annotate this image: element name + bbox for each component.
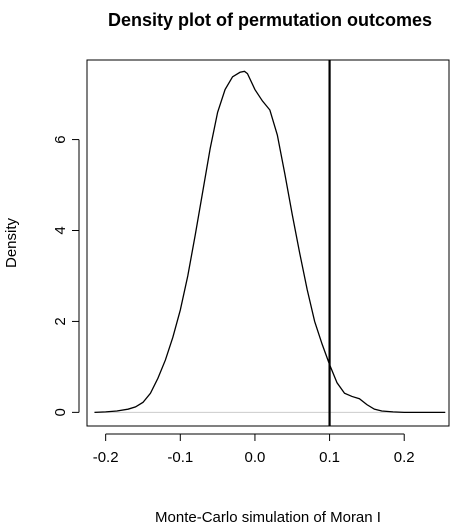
density-curve <box>94 70 446 414</box>
y-tick-label: 6 <box>52 135 69 143</box>
y-tick-label: 2 <box>52 317 69 325</box>
x-tick-label: 0.1 <box>319 449 340 466</box>
x-tick-label: -0.1 <box>167 449 193 466</box>
y-tick-label: 0 <box>52 408 69 416</box>
x-tick-label: 0.0 <box>245 449 266 466</box>
x-tick-label: 0.2 <box>394 449 415 466</box>
chart-title: Density plot of permutation outcomes <box>108 10 432 30</box>
y-axis-label: Density <box>3 217 20 268</box>
y-axis: 0 2 4 6 <box>52 135 80 417</box>
x-axis-label: Monte-Carlo simulation of Moran I <box>155 509 381 526</box>
x-tick-label: -0.2 <box>93 449 119 466</box>
plot-frame <box>86 59 450 427</box>
y-tick-label: 4 <box>52 226 69 234</box>
x-axis: -0.2 -0.1 0.0 0.1 0.2 <box>93 433 415 466</box>
